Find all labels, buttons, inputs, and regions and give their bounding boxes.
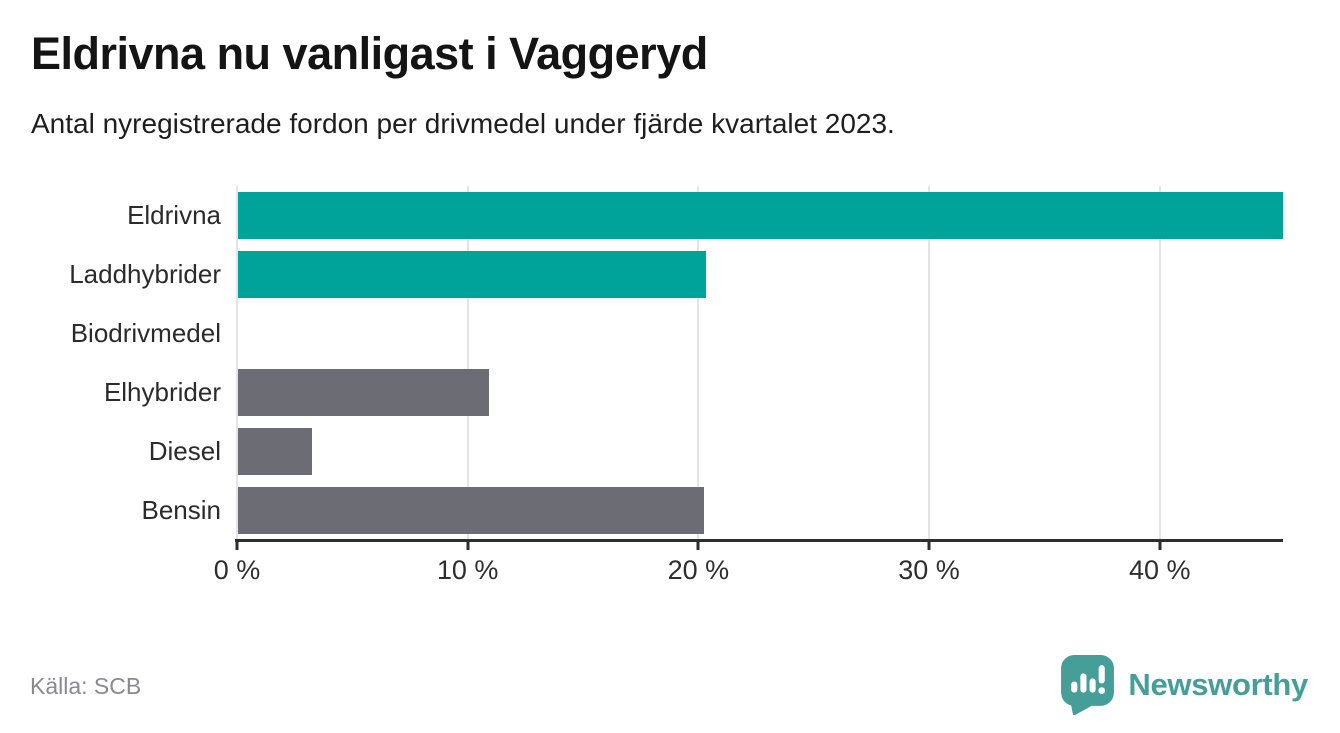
x-axis-line xyxy=(235,539,1283,542)
chart-subtitle: Antal nyregistrerade fordon per drivmede… xyxy=(31,108,895,139)
gridline-10 xyxy=(466,186,469,540)
category-label: Bensin xyxy=(141,495,222,525)
x-tick-label: 0 % xyxy=(213,555,261,585)
category-label: Laddhybrider xyxy=(69,259,221,289)
axis-tick-0 xyxy=(235,541,239,550)
gridline-40 xyxy=(1158,186,1161,540)
axis-tick-30 xyxy=(927,541,931,550)
source-note: Källa: SCB xyxy=(30,673,142,699)
x-tick-label: 30 % xyxy=(898,555,960,585)
axis-tick-10 xyxy=(466,541,470,550)
bar-diesel xyxy=(238,428,312,475)
axis-tick-20 xyxy=(696,541,700,550)
category-label: Eldrivna xyxy=(127,200,221,230)
chart-title: Eldrivna nu vanligast i Vaggeryd xyxy=(31,28,708,79)
gridline-20 xyxy=(697,186,700,540)
bar-chart-plot-area: 0 % 10 % 20 % 30 % 40 % Eldrivna Laddhybrider B… xyxy=(69,186,1283,585)
category-label: Biodrivmedel xyxy=(70,318,221,348)
category-label: Elhybrider xyxy=(103,377,221,407)
bar-bensin xyxy=(238,487,704,534)
axis-tick-40 xyxy=(1158,541,1162,550)
newsworthy-wordmark: Newsworthy xyxy=(1128,666,1308,702)
newsworthy-pin-icon xyxy=(1061,655,1115,715)
bar-laddhybrider xyxy=(238,251,707,298)
newsworthy-logo: Newsworthy xyxy=(1060,654,1308,715)
bar-eldrivna xyxy=(238,192,1283,239)
gridline-30 xyxy=(928,186,931,540)
x-tick-label: 20 % xyxy=(667,555,730,585)
x-tick-label: 40 % xyxy=(1128,555,1191,585)
category-label: Diesel xyxy=(148,436,221,466)
x-tick-label: 10 % xyxy=(436,555,499,585)
gridline-0 xyxy=(236,186,238,540)
bar-elhybrider xyxy=(238,369,490,416)
